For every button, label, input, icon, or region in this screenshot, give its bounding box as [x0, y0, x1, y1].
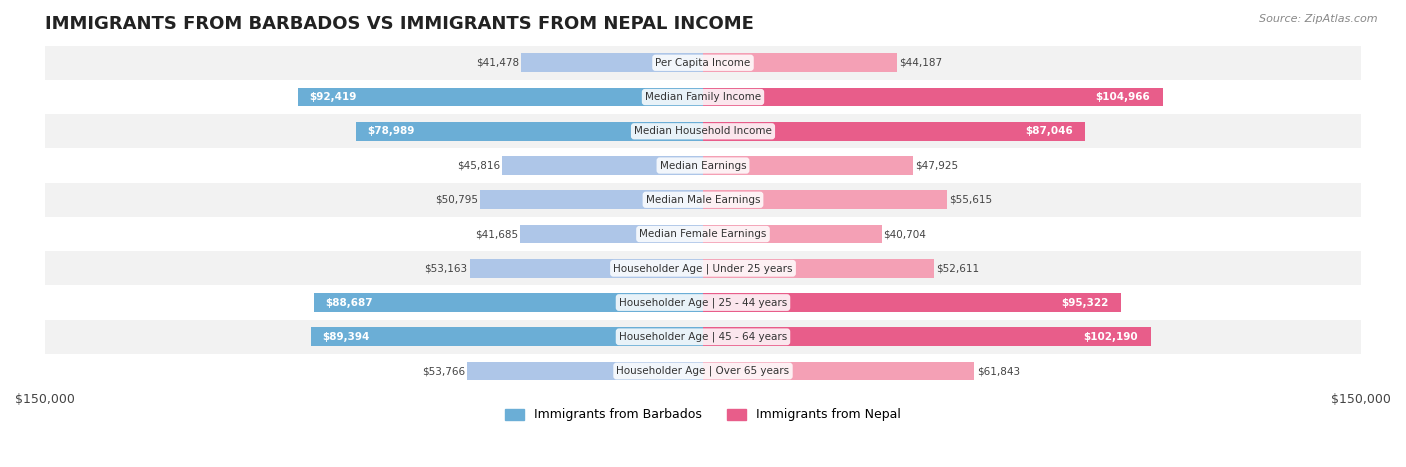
Bar — [703, 361, 974, 381]
Bar — [522, 53, 703, 72]
Text: Householder Age | Under 25 years: Householder Age | Under 25 years — [613, 263, 793, 274]
Bar — [703, 88, 1164, 106]
Bar — [357, 122, 703, 141]
Bar — [45, 217, 1361, 251]
Text: Median Family Income: Median Family Income — [645, 92, 761, 102]
Bar — [703, 259, 934, 278]
Text: IMMIGRANTS FROM BARBADOS VS IMMIGRANTS FROM NEPAL INCOME: IMMIGRANTS FROM BARBADOS VS IMMIGRANTS F… — [45, 15, 754, 33]
Text: $45,816: $45,816 — [457, 161, 501, 170]
Bar — [467, 361, 703, 381]
Text: Householder Age | 25 - 44 years: Householder Age | 25 - 44 years — [619, 297, 787, 308]
Text: $92,419: $92,419 — [309, 92, 357, 102]
Text: $95,322: $95,322 — [1062, 297, 1109, 308]
Text: Householder Age | Over 65 years: Householder Age | Over 65 years — [616, 366, 790, 376]
Text: $50,795: $50,795 — [434, 195, 478, 205]
Bar — [470, 259, 703, 278]
Text: $52,611: $52,611 — [936, 263, 979, 273]
Bar — [45, 319, 1361, 354]
Text: $78,989: $78,989 — [367, 126, 415, 136]
Text: Median Male Earnings: Median Male Earnings — [645, 195, 761, 205]
Text: Median Female Earnings: Median Female Earnings — [640, 229, 766, 239]
Text: $102,190: $102,190 — [1083, 332, 1137, 342]
Bar — [703, 122, 1085, 141]
Text: $88,687: $88,687 — [326, 297, 373, 308]
Text: $53,766: $53,766 — [422, 366, 465, 376]
Text: $55,615: $55,615 — [949, 195, 993, 205]
Text: Per Capita Income: Per Capita Income — [655, 58, 751, 68]
Bar — [314, 293, 703, 312]
Text: Source: ZipAtlas.com: Source: ZipAtlas.com — [1260, 14, 1378, 24]
Text: $61,843: $61,843 — [977, 366, 1021, 376]
Bar — [45, 354, 1361, 388]
Text: $44,187: $44,187 — [898, 58, 942, 68]
Bar — [703, 191, 948, 209]
Bar — [45, 46, 1361, 80]
Bar — [298, 88, 703, 106]
Text: $41,478: $41,478 — [477, 58, 519, 68]
Bar — [703, 225, 882, 243]
Bar — [45, 251, 1361, 285]
Bar — [502, 156, 703, 175]
Text: Householder Age | 45 - 64 years: Householder Age | 45 - 64 years — [619, 332, 787, 342]
Bar — [45, 114, 1361, 149]
Bar — [45, 149, 1361, 183]
Text: $47,925: $47,925 — [915, 161, 959, 170]
Bar — [45, 285, 1361, 319]
Text: $89,394: $89,394 — [322, 332, 370, 342]
Bar — [520, 225, 703, 243]
Text: $41,685: $41,685 — [475, 229, 519, 239]
Text: $53,163: $53,163 — [425, 263, 467, 273]
Bar — [311, 327, 703, 346]
Bar — [481, 191, 703, 209]
Text: $40,704: $40,704 — [883, 229, 927, 239]
Bar — [45, 80, 1361, 114]
Bar — [703, 156, 914, 175]
Text: $104,966: $104,966 — [1095, 92, 1150, 102]
Bar — [703, 293, 1121, 312]
Bar — [703, 327, 1152, 346]
Text: Median Household Income: Median Household Income — [634, 126, 772, 136]
Text: $87,046: $87,046 — [1025, 126, 1073, 136]
Text: Median Earnings: Median Earnings — [659, 161, 747, 170]
Bar — [703, 53, 897, 72]
Legend: Immigrants from Barbados, Immigrants from Nepal: Immigrants from Barbados, Immigrants fro… — [501, 403, 905, 426]
Bar — [45, 183, 1361, 217]
